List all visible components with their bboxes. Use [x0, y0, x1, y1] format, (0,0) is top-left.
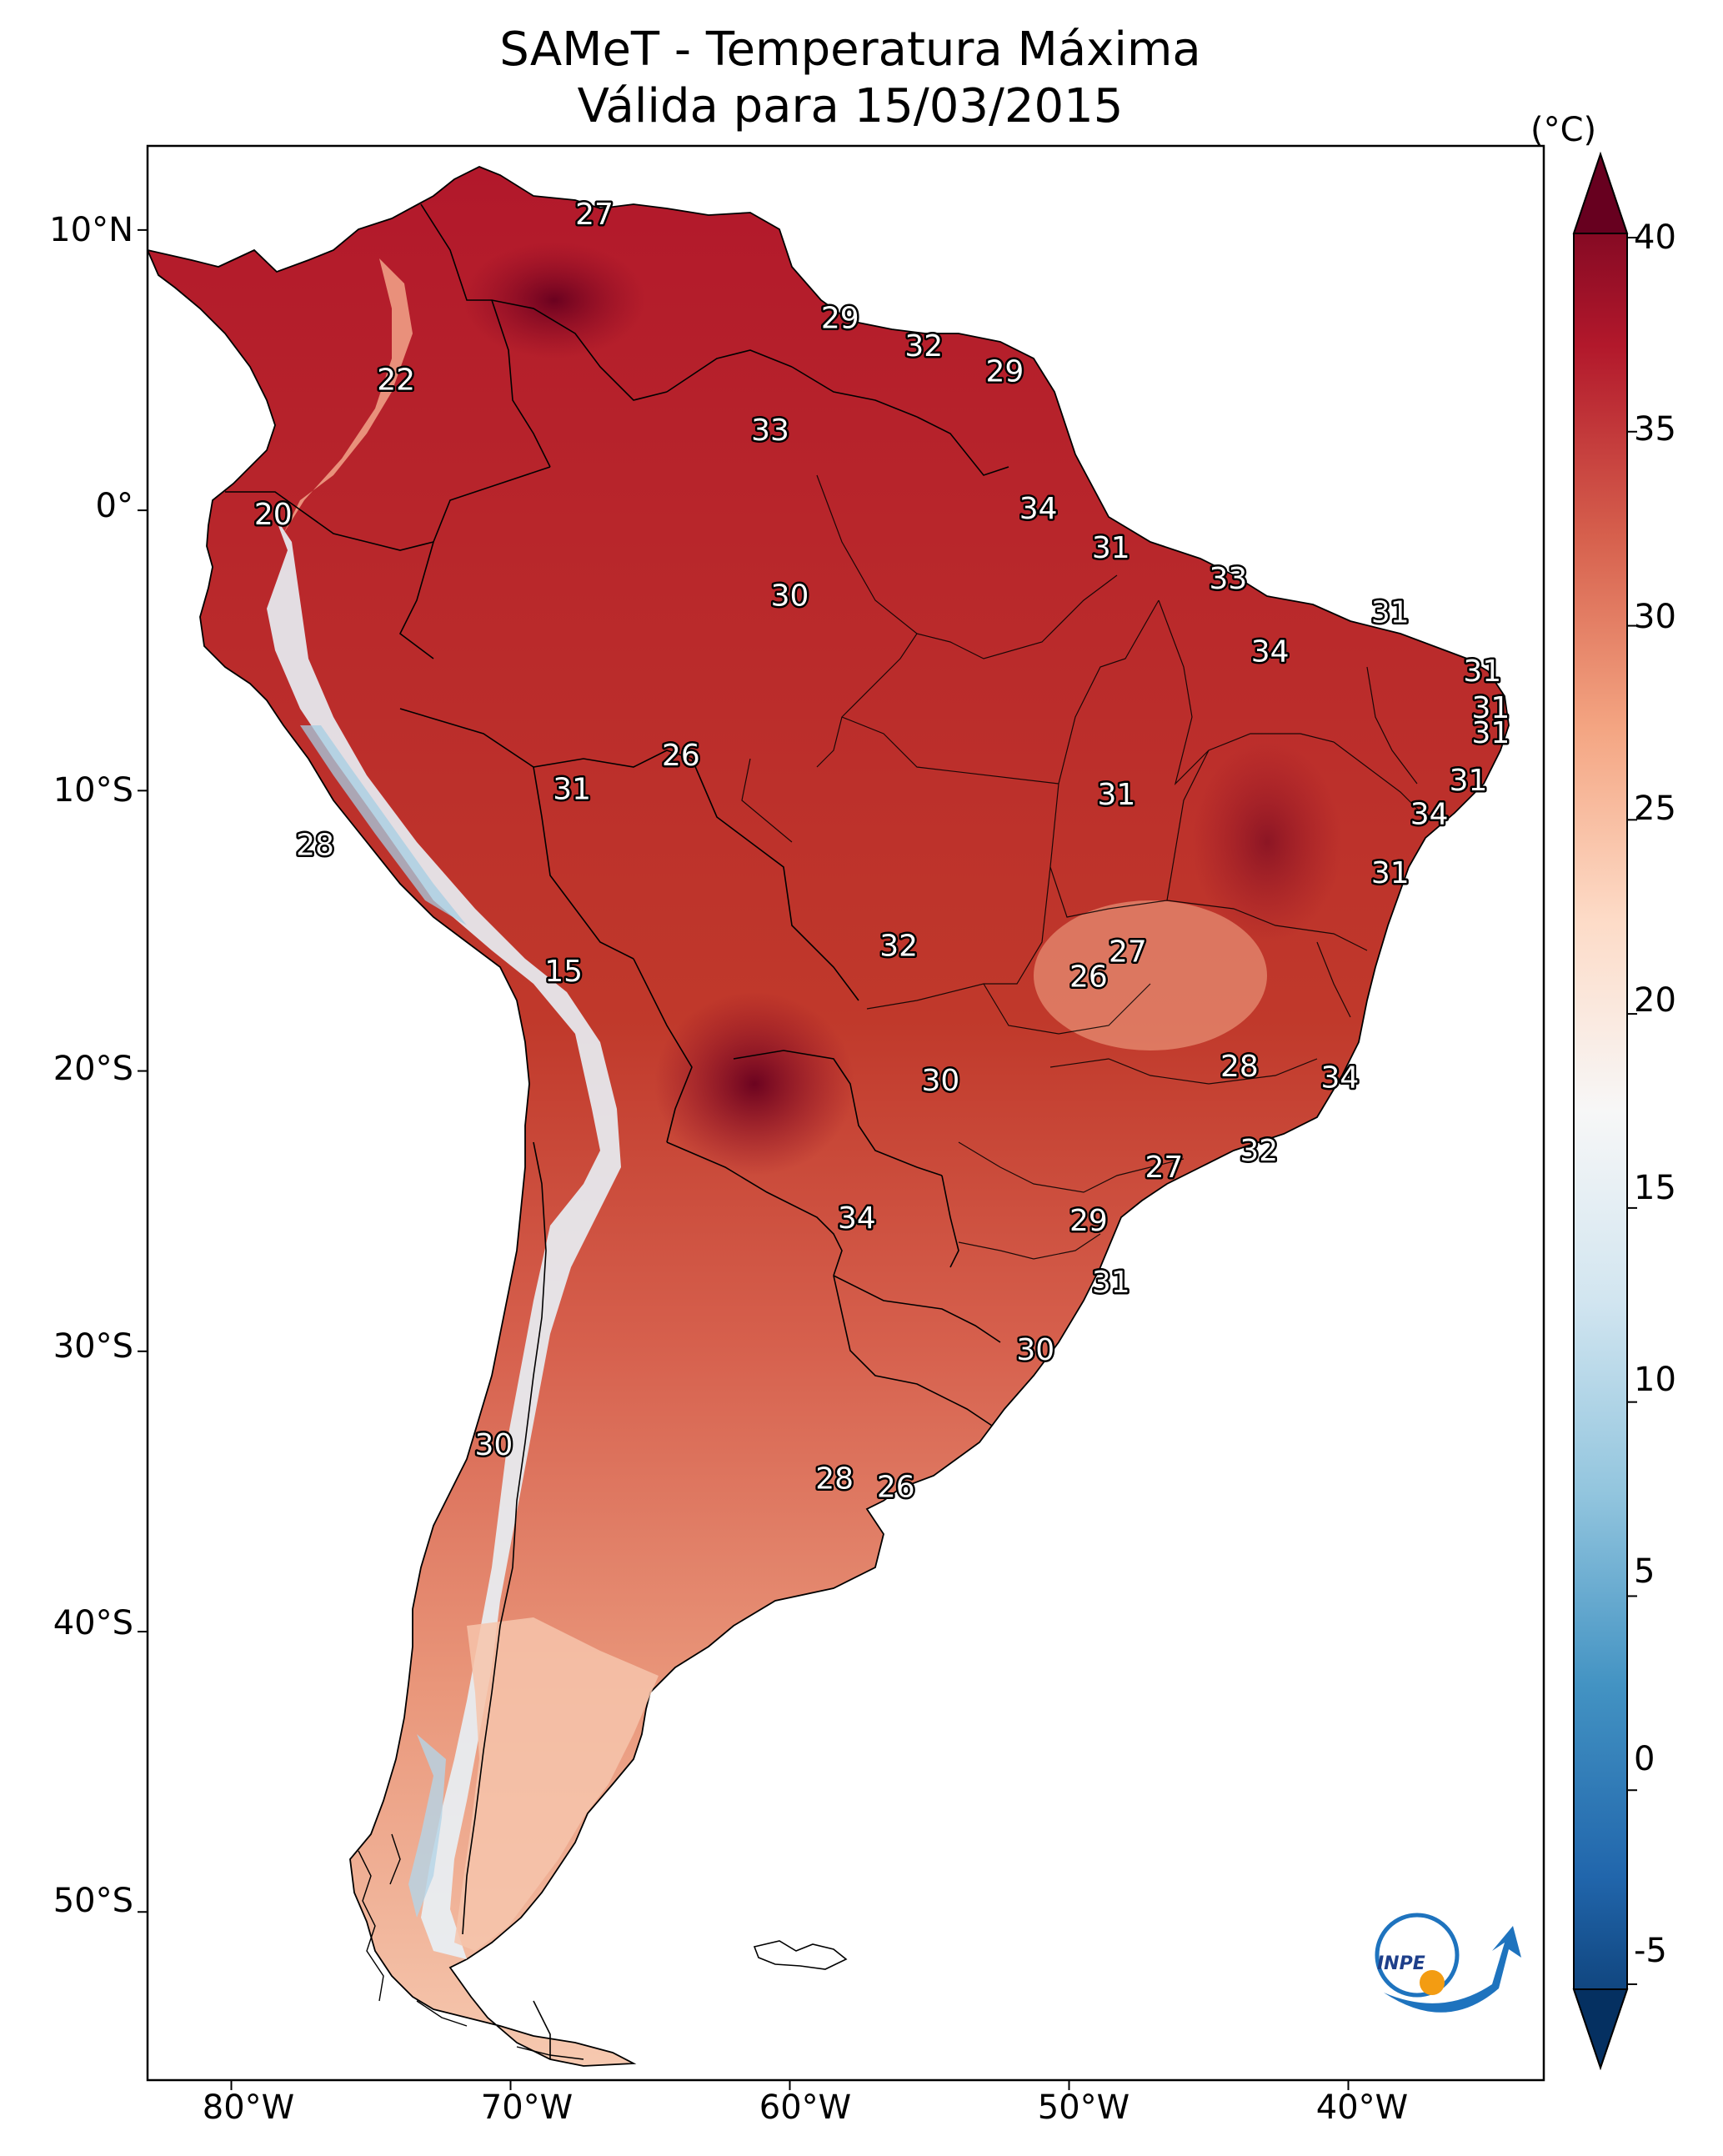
- colorbar-bar: [1573, 151, 1628, 2071]
- city-value-26: 15: [544, 955, 583, 989]
- andes-blue-core: [300, 725, 467, 925]
- country-borders: [225, 203, 1009, 2059]
- city-value-20: 34: [1410, 798, 1449, 832]
- lat-label-10n: 10°N: [49, 211, 133, 249]
- city-value-34: 31: [1092, 1266, 1130, 1300]
- minas-cooler-zone: [1034, 900, 1267, 1050]
- city-value-3: 29: [986, 354, 1024, 389]
- city-value-31: 27: [1144, 1151, 1183, 1185]
- colorbar-tick-20: 20: [1634, 981, 1676, 1020]
- city-value-5: 33: [751, 414, 789, 448]
- city-value-4: 22: [377, 363, 415, 397]
- city-value-18: 31: [1450, 764, 1488, 798]
- city-value-29: 30: [921, 1064, 959, 1098]
- patagonia-warm-light: [454, 1617, 659, 1951]
- colorbar-tick-40: 40: [1634, 218, 1676, 257]
- city-value-13: 31: [1463, 654, 1501, 689]
- colorbar: [1572, 151, 1637, 2071]
- colorbar-tick-25: 25: [1634, 790, 1676, 828]
- city-value-12: 34: [1251, 635, 1290, 669]
- colorbar-tick-30: 30: [1634, 598, 1676, 636]
- lat-label-30s: 30°S: [53, 1327, 133, 1366]
- city-value-27: 28: [1220, 1050, 1259, 1084]
- colorbar-tick-0: 0: [1634, 1740, 1655, 1778]
- city-value-28: 34: [1321, 1061, 1360, 1096]
- temperature-field: [148, 166, 1510, 2067]
- city-value-25: 26: [1069, 960, 1108, 995]
- southern-andes-blue: [408, 1734, 446, 1918]
- lon-label-70w: 70°W: [480, 2088, 573, 2127]
- city-value-17: 31: [553, 772, 591, 806]
- lat-label-50s: 50°S: [53, 1882, 133, 1920]
- colorbar-unit: (°C): [1530, 111, 1597, 149]
- chaco-hot-spot: [654, 992, 854, 1176]
- andes-cold-band: [267, 517, 621, 1959]
- city-value-9: 33: [1210, 562, 1248, 596]
- city-value-1: 29: [821, 301, 859, 335]
- city-value-8: 31: [1092, 531, 1130, 565]
- city-value-21: 28: [296, 829, 334, 863]
- city-value-16: 26: [662, 739, 700, 773]
- colorbar-tick-10: 10: [1634, 1361, 1676, 1399]
- city-value-38: 26: [877, 1471, 915, 1505]
- lon-label-80w: 80°W: [202, 2088, 295, 2127]
- city-value-15: 31: [1471, 716, 1510, 750]
- lat-label-0: 0°: [95, 487, 133, 525]
- city-value-2: 32: [904, 329, 943, 364]
- lon-label-60w: 60°W: [759, 2088, 852, 2127]
- city-value-37: 28: [815, 1462, 854, 1496]
- lon-label-50w: 50°W: [1037, 2088, 1130, 2127]
- inpe-logo: INPE: [1375, 1913, 1521, 2013]
- city-value-24: 27: [1109, 935, 1147, 969]
- map-subtitle: Válida para 15/03/2015: [577, 79, 1124, 133]
- venezuela-hot-spot: [463, 242, 646, 358]
- city-value-0: 27: [575, 198, 614, 232]
- colorbar-tick-5: 5: [1634, 1552, 1655, 1591]
- city-value-10: 30: [771, 579, 809, 613]
- city-value-7: 20: [254, 498, 293, 532]
- tierra-del-fuego-islands: [358, 1833, 584, 2060]
- city-value-22: 31: [1371, 856, 1410, 890]
- state-borders: [741, 474, 1426, 1260]
- inpe-logo-text: INPE: [1377, 1953, 1425, 1974]
- colorbar-upper-extension: [1572, 151, 1629, 234]
- city-value-14: 31: [1471, 691, 1510, 725]
- northeast-hot-spot: [1192, 742, 1342, 942]
- city-value-33: 29: [1069, 1204, 1108, 1238]
- city-value-30: 32: [1240, 1134, 1278, 1168]
- lon-label-40w: 40°W: [1315, 2088, 1409, 2127]
- city-value-6: 34: [1019, 492, 1058, 526]
- city-value-36: 30: [474, 1428, 513, 1462]
- lat-label-40s: 40°S: [53, 1604, 133, 1642]
- lat-label-10s: 10°S: [53, 771, 133, 810]
- city-value-19: 31: [1098, 778, 1136, 812]
- colorbar-tick-minus5: -5: [1634, 1932, 1667, 1970]
- falkland-islands: [753, 1940, 848, 1970]
- colorbar-tick-35: 35: [1634, 410, 1676, 449]
- city-value-35: 30: [1016, 1333, 1054, 1367]
- colorbar-tick-15: 15: [1634, 1169, 1676, 1207]
- colombian-andes-light: [283, 258, 413, 534]
- city-value-11: 31: [1371, 596, 1410, 630]
- colorbar-lower-extension: [1572, 1988, 1629, 2071]
- city-value-23: 32: [879, 930, 918, 964]
- axis-ticks: [138, 228, 1350, 2090]
- map-title: SAMeT - Temperatura Máxima: [499, 23, 1201, 77]
- city-value-32: 34: [838, 1201, 876, 1236]
- lat-label-20s: 20°S: [53, 1050, 133, 1088]
